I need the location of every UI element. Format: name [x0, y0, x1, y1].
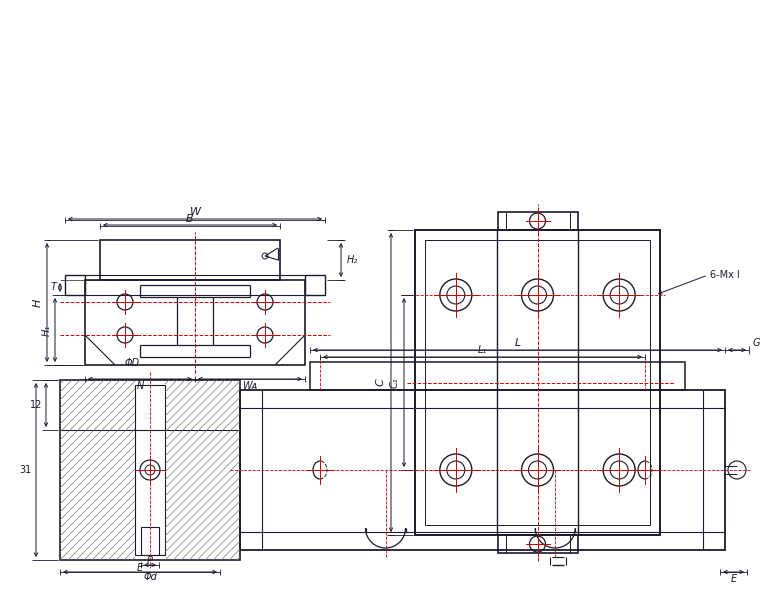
- Text: Wᴀ: Wᴀ: [243, 381, 258, 391]
- Bar: [141, 527, 159, 555]
- Text: H: H: [33, 299, 43, 307]
- Bar: [65, 275, 85, 295]
- Bar: [497, 535, 578, 553]
- Text: B: B: [186, 214, 194, 224]
- Bar: [305, 275, 325, 295]
- Text: C₁: C₁: [390, 377, 400, 388]
- Text: T: T: [51, 283, 57, 293]
- Text: L₁: L₁: [478, 345, 487, 355]
- Bar: [415, 230, 660, 535]
- Text: E: E: [731, 574, 737, 584]
- Bar: [100, 240, 280, 280]
- Bar: [135, 385, 165, 555]
- Text: P: P: [147, 556, 153, 566]
- Text: Φd: Φd: [143, 572, 157, 582]
- Bar: [60, 380, 240, 560]
- Bar: [85, 280, 305, 365]
- Text: L: L: [514, 338, 521, 348]
- Bar: [497, 212, 578, 230]
- Bar: [240, 390, 725, 550]
- Text: H₂: H₂: [347, 255, 358, 265]
- Text: 12: 12: [29, 400, 42, 410]
- Text: 6-Mx l: 6-Mx l: [710, 270, 740, 280]
- Text: G: G: [753, 338, 761, 348]
- Bar: [310, 362, 685, 390]
- Text: W: W: [189, 207, 200, 217]
- Text: C: C: [376, 379, 386, 386]
- Text: 31: 31: [20, 465, 32, 475]
- Bar: [425, 240, 650, 525]
- Text: H₁: H₁: [42, 324, 52, 336]
- Text: N: N: [136, 381, 144, 391]
- Text: ΦD: ΦD: [125, 358, 139, 368]
- Text: E: E: [137, 563, 143, 573]
